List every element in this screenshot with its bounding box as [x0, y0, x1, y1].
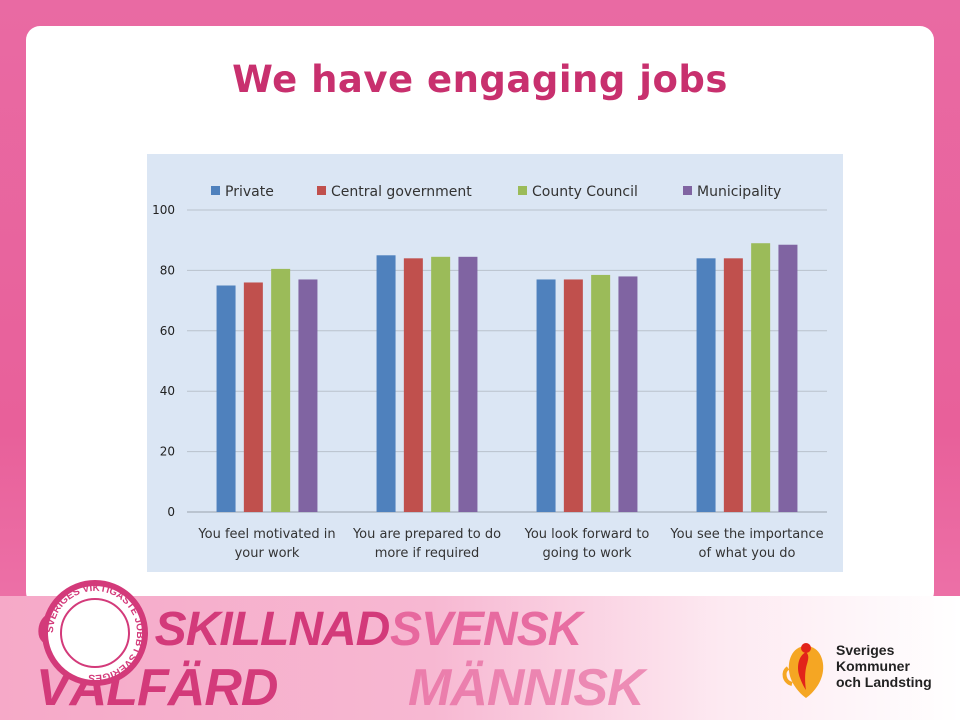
skl-logo-text: Sveriges Kommuner och Landsting [836, 642, 932, 690]
skl-emblem-icon [782, 643, 824, 698]
x-tick-label: more if required [375, 546, 480, 561]
legend-label: County Council [532, 184, 638, 200]
bar [458, 256, 478, 512]
y-tick-label: 100 [152, 203, 175, 217]
logo-line-2: Kommuner [836, 658, 910, 674]
bar [431, 256, 451, 512]
legend-label: Municipality [697, 184, 781, 200]
bar [536, 279, 556, 512]
y-tick-label: 20 [160, 445, 175, 459]
y-tick-label: 80 [160, 263, 175, 277]
legend-label: Private [225, 184, 274, 200]
y-tick-label: 0 [167, 505, 175, 519]
x-tick-label: of what you do [699, 546, 796, 561]
slide-title: We have engaging jobs [232, 58, 728, 101]
chart-svg: 0 20 40 60 80 100 You feel motivated in your wo… [152, 184, 827, 561]
x-tick-label: You feel motivated in [197, 527, 335, 542]
footer-slogan-2: SVENSK [390, 603, 582, 656]
x-tick-label: You are prepared to do [352, 527, 501, 542]
bar [271, 268, 291, 512]
bar [403, 258, 423, 512]
x-tick-label: going to work [542, 546, 632, 561]
bar [751, 243, 771, 512]
logo-line-3: och Landsting [836, 674, 932, 690]
y-tick-label: 60 [160, 324, 175, 338]
bar [723, 258, 743, 512]
legend-swatch [211, 186, 220, 195]
x-tick-label: You see the importance [669, 527, 823, 542]
y-tick-label: 40 [160, 384, 175, 398]
bar [696, 258, 716, 512]
legend-swatch [683, 186, 692, 195]
logo-line-1: Sveriges [836, 642, 895, 658]
legend-swatch [518, 186, 527, 195]
bar [618, 276, 638, 512]
footer-slogan-4: MÄNNISK [408, 659, 645, 717]
bar [298, 279, 318, 512]
bar [778, 244, 798, 512]
campaign-stamp-logo: SVERIGES VIKTIGASTE JOBB I SVERIGES [42, 580, 148, 686]
bar [243, 282, 263, 512]
bar [216, 285, 236, 512]
legend-swatch [317, 186, 326, 195]
bar-chart: 0 20 40 60 80 100 You feel motivated in your wo… [147, 154, 843, 572]
bar [376, 255, 396, 513]
x-tick-label: You look forward to [524, 527, 650, 542]
legend-label: Central government [331, 184, 472, 200]
skl-logo: Sveriges Kommuner och Landsting [780, 638, 940, 704]
bar [563, 279, 583, 512]
bar [591, 274, 611, 512]
x-tick-label: your work [235, 546, 300, 561]
